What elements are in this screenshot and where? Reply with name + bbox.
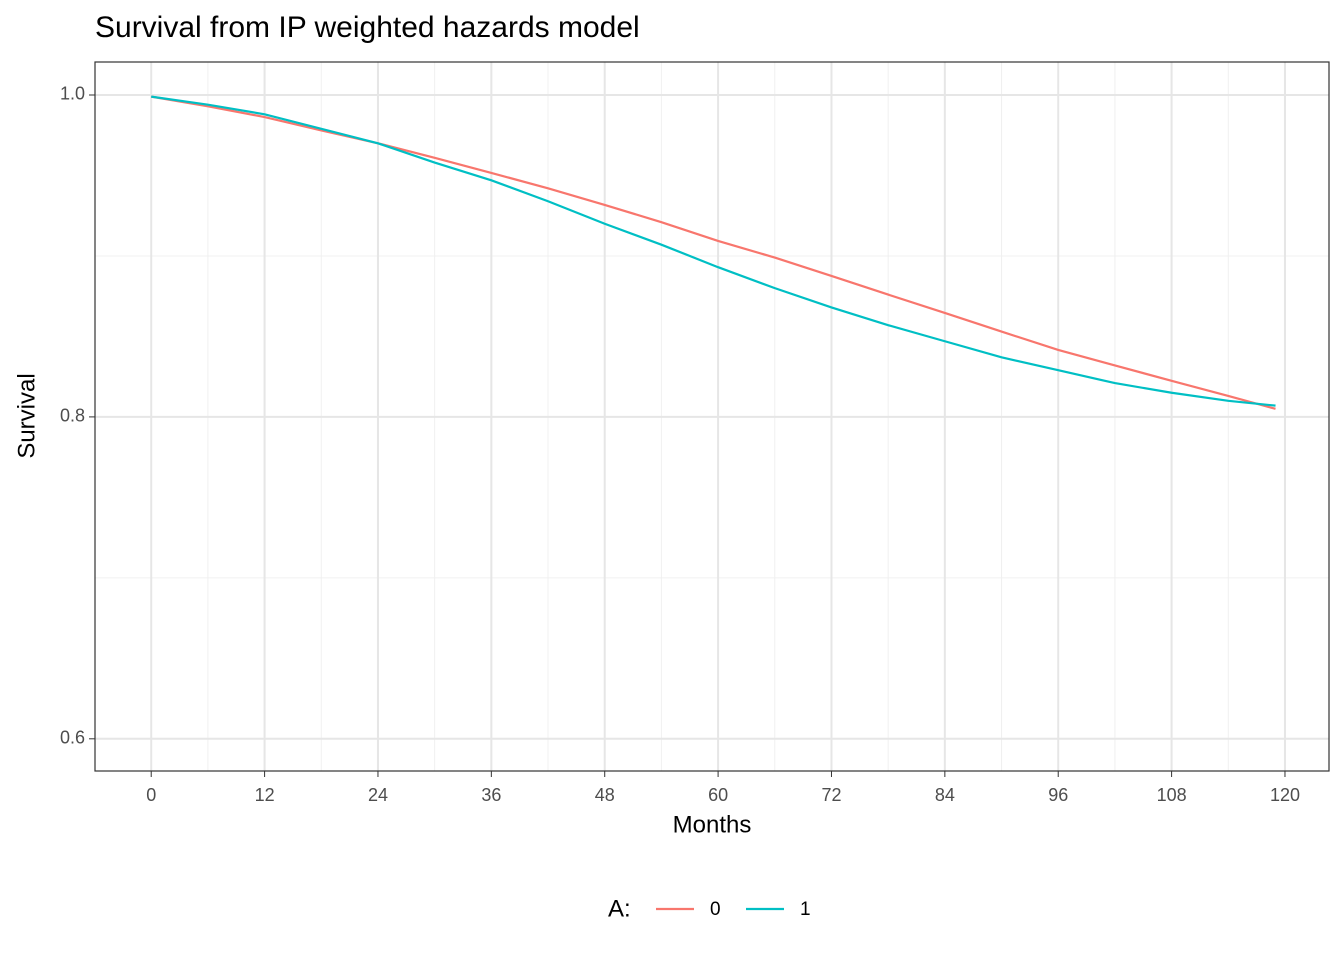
series-line: [151, 95, 1276, 407]
x-tick-label: 120: [1270, 785, 1300, 805]
y-tick-label: 0.8: [60, 406, 85, 426]
x-tick-label: 108: [1157, 785, 1187, 805]
x-tick-label: 12: [255, 785, 275, 805]
x-tick-label: 60: [708, 785, 728, 805]
x-tick-label: 36: [481, 785, 501, 805]
plot-border: [94, 61, 1330, 772]
y-axis-title: Survival: [13, 373, 40, 458]
x-axis-title: Months: [673, 811, 752, 838]
x-tick-label: 24: [368, 785, 388, 805]
x-tick-label: 96: [1048, 785, 1068, 805]
x-tick-label: 72: [821, 785, 841, 805]
y-tick-label: 0.6: [60, 728, 85, 748]
y-tick-label: 1.0: [60, 84, 85, 104]
legend-title: A:: [608, 895, 631, 922]
legend-label: 1: [800, 899, 811, 920]
x-tick-label: 84: [935, 785, 955, 805]
x-tick-label: 0: [146, 785, 156, 805]
x-tick-label: 48: [595, 785, 615, 805]
legend-label: 0: [710, 899, 721, 920]
chart-title: Survival from IP weighted hazards model: [95, 11, 640, 44]
series-line: [151, 95, 1276, 410]
